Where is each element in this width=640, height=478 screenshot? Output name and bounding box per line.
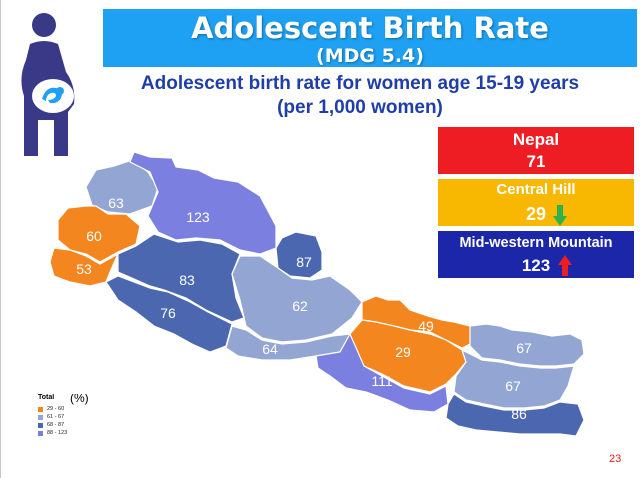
stat-number-mid-western-mountain: 123 bbox=[521, 256, 551, 275]
legend-label: 88 - 123 bbox=[47, 430, 68, 436]
page-title: Adolescent Birth Rate bbox=[191, 11, 549, 45]
pregnant-woman-icon bbox=[4, 4, 94, 159]
map-legend: Total (%) 29 - 60 61 - 67 68 - 87 88 - 1… bbox=[38, 394, 108, 440]
region-eastern-hill bbox=[453, 348, 575, 409]
stat-label-mid-western-mountain: Mid-western Mountain bbox=[459, 235, 613, 251]
arrow-up-icon bbox=[558, 255, 572, 276]
legend-swatch bbox=[38, 423, 43, 428]
legend-swatch bbox=[38, 431, 43, 436]
region-value-eastern-hill: 67 bbox=[505, 378, 521, 394]
legend-label: 29 - 60 bbox=[47, 406, 65, 412]
legend-label: 61 - 67 bbox=[47, 414, 65, 420]
region-value-western-mountain: 87 bbox=[296, 254, 312, 270]
region-far-western-terai bbox=[49, 247, 120, 287]
region-value-mid-western-terai: 76 bbox=[160, 305, 176, 321]
region-value-central-terai: 111 bbox=[371, 373, 392, 389]
legend-item: 61 - 67 bbox=[38, 414, 108, 422]
region-value-mid-western-hill: 83 bbox=[179, 272, 195, 288]
region-value-central-hill: 29 bbox=[395, 344, 411, 360]
region-value-far-western-terai: 53 bbox=[76, 261, 92, 277]
legend-item: 88 - 123 bbox=[38, 430, 108, 438]
stat-box-nepal: Nepal 71 bbox=[438, 127, 634, 174]
slide-border bbox=[0, 0, 1, 478]
stat-label-nepal: Nepal bbox=[512, 130, 560, 149]
region-eastern-mountain bbox=[469, 323, 585, 367]
stat-value-nepal: 71 bbox=[526, 152, 546, 171]
region-value-western-terai: 64 bbox=[262, 341, 278, 357]
region-value-mid-western-mountain: 123 bbox=[186, 209, 210, 225]
stat-box-central-hill: Central Hill 29 bbox=[438, 179, 634, 226]
region-value-central-mountain: 49 bbox=[418, 318, 434, 334]
stat-value-mid-western-mountain: 123 bbox=[438, 255, 634, 276]
region-mid-western-hill bbox=[117, 233, 245, 323]
page-subtitle: (MDG 5.4) bbox=[316, 45, 424, 67]
legend-unit: (%) bbox=[70, 394, 89, 405]
legend-title: Total bbox=[38, 394, 55, 401]
description-line-2: (per 1,000 women) bbox=[277, 97, 443, 118]
legend-swatch bbox=[38, 407, 43, 412]
stat-box-mid-western-mountain: Mid-western Mountain 123 bbox=[438, 231, 634, 278]
legend-label: 68 - 87 bbox=[47, 422, 65, 428]
stat-number-central-hill: 29 bbox=[525, 204, 547, 224]
region-value-eastern-mountain: 67 bbox=[516, 340, 532, 356]
region-eastern-terai bbox=[445, 393, 585, 437]
title-banner: Adolescent Birth Rate (MDG 5.4) bbox=[103, 9, 637, 67]
region-value-eastern-terai: 86 bbox=[511, 406, 527, 422]
stat-value-central-hill: 29 bbox=[438, 204, 634, 226]
legend-swatch bbox=[38, 415, 43, 420]
legend-item: 68 - 87 bbox=[38, 422, 108, 430]
page-number: 23 bbox=[609, 453, 622, 465]
region-value-far-western-hill: 60 bbox=[86, 228, 102, 244]
arrow-down-icon bbox=[553, 205, 567, 226]
region-value-western-hill: 62 bbox=[292, 298, 308, 314]
region-value-far-western-mountain: 63 bbox=[108, 195, 124, 211]
legend-item: 29 - 60 bbox=[38, 406, 108, 414]
stat-label-central-hill: Central Hill bbox=[496, 181, 576, 198]
description-line-1: Adolescent birth rate for women age 15-1… bbox=[140, 73, 580, 94]
